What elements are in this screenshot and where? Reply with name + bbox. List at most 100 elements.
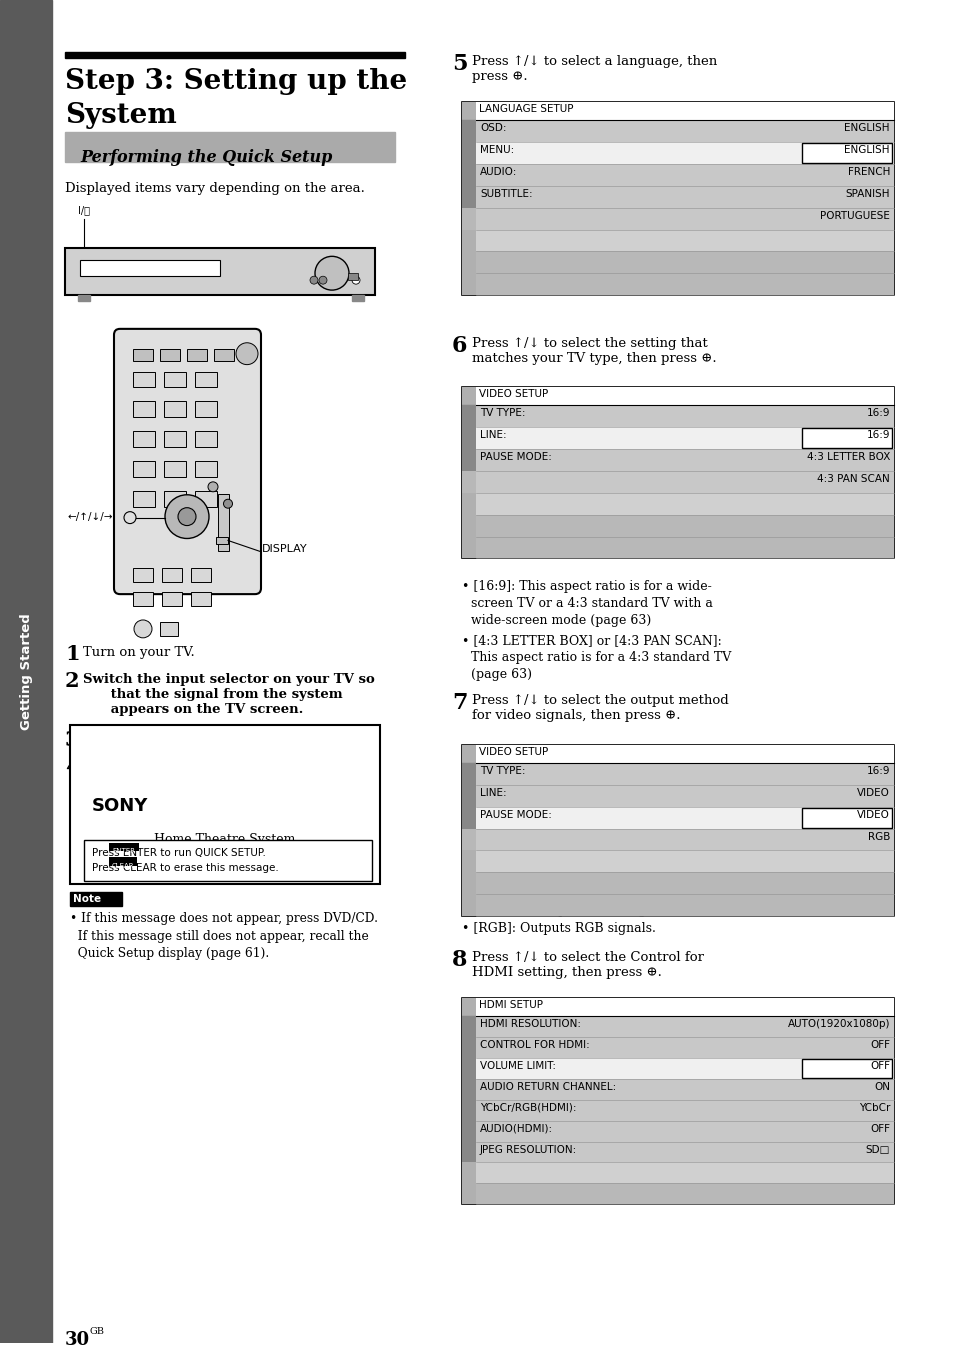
Bar (476, 273, 893, 295)
Text: SPANISH: SPANISH (844, 189, 889, 199)
Bar (461, 1163, 476, 1183)
Text: LANGUAGE SETUP: LANGUAGE SETUP (478, 104, 573, 115)
Bar (461, 492, 476, 515)
Text: wide-screen mode (page 63): wide-screen mode (page 63) (471, 614, 651, 627)
Text: ENTER: ENTER (112, 849, 135, 854)
Text: RGB: RGB (866, 831, 889, 841)
Text: OSD:: OSD: (479, 123, 506, 134)
Text: SD□: SD□ (864, 1145, 889, 1155)
Bar (164, 402, 186, 418)
Text: HDMI RESOLUTION:: HDMI RESOLUTION: (479, 1019, 580, 1029)
Text: Step 3: Setting up the: Step 3: Setting up the (65, 68, 407, 95)
Bar (476, 406, 893, 427)
Bar (461, 1141, 476, 1163)
Text: 3: 3 (65, 730, 79, 750)
Bar (461, 406, 476, 427)
Text: 4:3 LETTER BOX: 4:3 LETTER BOX (806, 452, 889, 462)
Bar (461, 142, 476, 164)
Bar (461, 807, 476, 829)
Bar (801, 1059, 891, 1078)
Bar (162, 568, 182, 583)
Bar (160, 349, 180, 361)
Text: Turn on your TV.: Turn on your TV. (83, 646, 194, 658)
Bar (164, 372, 186, 388)
Text: Press ⊕ without inserting a disc or
      connecting a USB device.: Press ⊕ without inserting a disc or conn… (83, 758, 339, 787)
Bar (801, 429, 891, 448)
Bar (461, 537, 476, 558)
Text: VOLUME LIMIT:: VOLUME LIMIT: (479, 1061, 556, 1071)
Bar (461, 103, 893, 295)
Bar (461, 763, 476, 786)
Bar (476, 251, 893, 273)
Bar (461, 745, 893, 917)
Bar (461, 1079, 476, 1099)
Text: OFF: OFF (869, 1124, 889, 1134)
Bar (461, 872, 476, 894)
Bar (187, 349, 207, 361)
Bar (78, 295, 90, 301)
Text: LINE:: LINE: (479, 788, 506, 798)
Bar (461, 103, 476, 295)
Bar (132, 431, 154, 448)
Text: Getting Started: Getting Started (19, 614, 32, 730)
Text: Performing the Quick Setup: Performing the Quick Setup (80, 149, 332, 166)
Text: 2: 2 (65, 671, 79, 691)
Bar (164, 461, 186, 477)
Bar (461, 230, 476, 251)
Bar (65, 51, 405, 58)
Bar (476, 230, 893, 251)
Bar (476, 1099, 893, 1121)
Circle shape (318, 276, 327, 284)
Bar (476, 763, 893, 786)
Bar (476, 829, 893, 850)
Bar (65, 249, 375, 295)
Text: Home Theatre System: Home Theatre System (154, 833, 295, 845)
Bar (476, 745, 893, 763)
Text: • [4:3 LETTER BOX] or [4:3 PAN SCAN]:: • [4:3 LETTER BOX] or [4:3 PAN SCAN]: (461, 634, 721, 646)
Bar (476, 470, 893, 492)
Bar (164, 431, 186, 448)
Bar (194, 491, 216, 507)
Text: SONY: SONY (91, 796, 149, 815)
Text: System: System (65, 103, 176, 130)
Text: OFF: OFF (869, 1061, 889, 1071)
Bar (194, 461, 216, 477)
Bar (461, 427, 476, 449)
Text: LINE:: LINE: (479, 430, 506, 441)
Bar (132, 402, 154, 418)
Bar (476, 120, 893, 142)
Text: FRENCH: FRENCH (846, 166, 889, 177)
Bar (476, 1141, 893, 1163)
Text: 16:9: 16:9 (865, 430, 889, 441)
Text: If this message still does not appear, recall the: If this message still does not appear, r… (70, 930, 369, 942)
Text: SUBTITLE:: SUBTITLE: (479, 189, 532, 199)
Bar (0, 0, 52, 1344)
Text: Press CLEAR to erase this message.: Press CLEAR to erase this message. (91, 864, 278, 873)
Circle shape (314, 257, 349, 291)
Bar (461, 185, 476, 208)
Bar (160, 622, 178, 635)
Text: Displayed items vary depending on the area.: Displayed items vary depending on the ar… (65, 181, 364, 195)
Text: 16:9: 16:9 (865, 408, 889, 418)
Bar (476, 537, 893, 558)
Text: • [VIDEO]: Outputs video signals.: • [VIDEO]: Outputs video signals. (461, 904, 676, 917)
Text: 6: 6 (452, 335, 467, 357)
Bar (461, 273, 476, 295)
Bar (132, 372, 154, 388)
Bar (162, 592, 182, 606)
FancyBboxPatch shape (113, 329, 261, 594)
Bar (80, 261, 220, 276)
Bar (461, 120, 476, 142)
Bar (461, 829, 476, 850)
Text: OFF: OFF (869, 1040, 889, 1051)
Bar (461, 251, 476, 273)
Text: VIDEO: VIDEO (856, 810, 889, 819)
Bar (194, 372, 216, 388)
Text: Note: Note (73, 894, 101, 904)
Text: GB: GB (89, 1328, 104, 1336)
Bar (84, 840, 372, 882)
Text: (page 63): (page 63) (471, 668, 532, 680)
Text: 4: 4 (65, 757, 79, 777)
Bar (461, 208, 476, 230)
Bar (461, 1121, 476, 1141)
